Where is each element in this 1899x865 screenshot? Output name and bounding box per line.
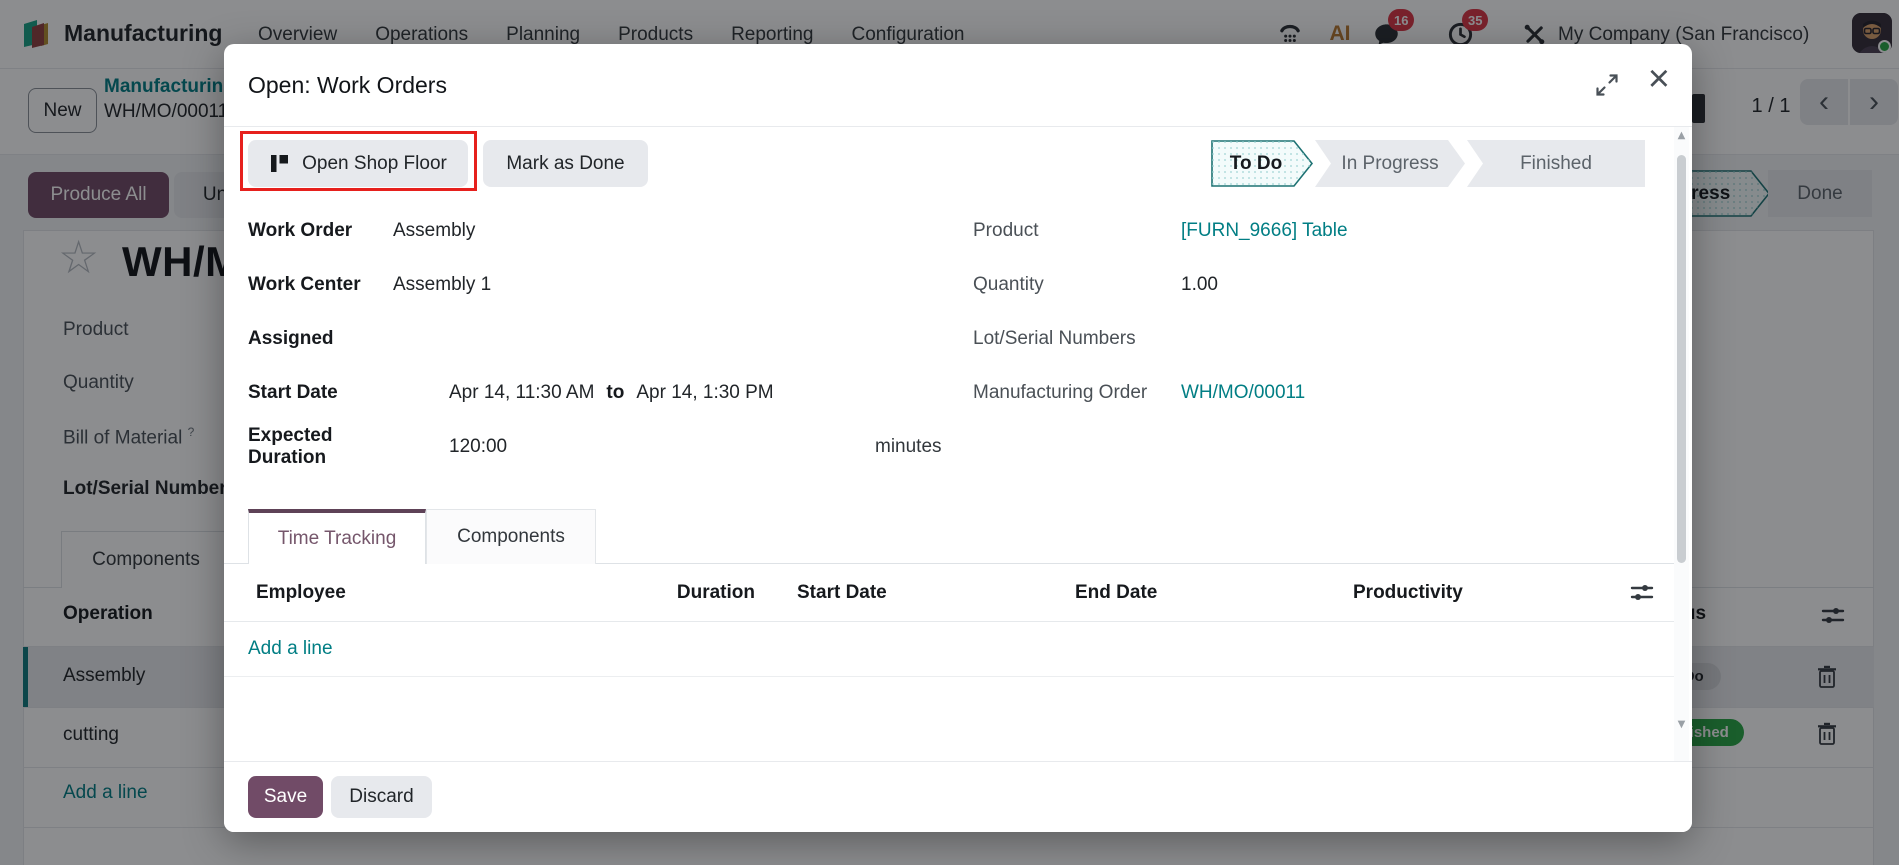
bg-cell-cutting[interactable]: cutting bbox=[63, 724, 119, 745]
field-work-order: Work Order Assembly bbox=[248, 220, 476, 241]
dialog-title: Open: Work Orders bbox=[248, 72, 447, 98]
col-duration[interactable]: Duration bbox=[676, 582, 755, 603]
work-orders-dialog: Open: Work Orders × Open Shop Floor Mark… bbox=[224, 44, 1692, 832]
dialog-scrollbar[interactable]: ▲ ▼ bbox=[1674, 127, 1689, 761]
app-brand[interactable]: Manufacturing bbox=[20, 17, 222, 49]
bg-cell-assembly[interactable]: Assembly bbox=[63, 665, 146, 686]
status-arrow-shape bbox=[1211, 140, 1314, 187]
time-tracking-table-header: Employee Duration Start Date End Date Pr… bbox=[224, 564, 1675, 622]
bg-label-lot-serial: Lot/Serial Numbers bbox=[63, 478, 238, 499]
table-add-row: Add a line bbox=[224, 622, 1675, 677]
field-quantity: Quantity 1.00 bbox=[973, 274, 1218, 295]
bg-label-product: Product bbox=[63, 319, 129, 340]
chevron-left-icon: ‹ bbox=[1819, 85, 1829, 118]
optional-columns-icon[interactable] bbox=[1629, 564, 1655, 622]
date-from[interactable]: Apr 14, 11:30 AM bbox=[449, 382, 595, 403]
pager-next-button[interactable]: › bbox=[1850, 79, 1898, 125]
manufacturing-order-link[interactable]: WH/MO/00011 bbox=[1181, 382, 1306, 403]
field-assigned: Assigned bbox=[248, 328, 334, 349]
product-link[interactable]: [FURN_9666] Table bbox=[1181, 220, 1348, 241]
menu-products[interactable]: Products bbox=[618, 23, 694, 45]
work-center-value[interactable]: Assembly 1 bbox=[393, 274, 492, 295]
quantity-value[interactable]: 1.00 bbox=[1181, 274, 1218, 295]
start-date-range[interactable]: Apr 14, 11:30 AM to Apr 14, 1:30 PM bbox=[449, 382, 774, 403]
close-icon[interactable]: × bbox=[1647, 58, 1670, 100]
menu-reporting[interactable]: Reporting bbox=[731, 23, 814, 45]
field-product: Product [FURN_9666] Table bbox=[973, 220, 1348, 241]
status-bar: To Do In Progress Finished bbox=[1211, 140, 1645, 187]
notebook-tabs: Time Tracking Components bbox=[224, 509, 1675, 564]
scroll-down-icon[interactable]: ▼ bbox=[1677, 719, 1686, 730]
tools-icon[interactable] bbox=[1520, 20, 1548, 48]
bg-label-quantity: Quantity bbox=[63, 372, 134, 393]
gear-icon[interactable] bbox=[1692, 94, 1705, 123]
bg-label-bom: Bill of Material ? bbox=[63, 425, 195, 449]
scroll-up-icon[interactable]: ▲ bbox=[1677, 130, 1686, 141]
app-name: Manufacturing bbox=[64, 19, 223, 46]
expand-icon[interactable] bbox=[1594, 72, 1620, 103]
field-start-date: Start Date Apr 14, 11:30 AM to Apr 14, 1:3… bbox=[248, 382, 774, 403]
status-in-progress[interactable]: In Progress bbox=[1315, 140, 1465, 187]
status-finished[interactable]: Finished bbox=[1467, 140, 1645, 187]
col-employee[interactable]: Employee bbox=[256, 582, 346, 603]
messages-icon[interactable]: 16 bbox=[1372, 9, 1415, 48]
manufacturing-app-icon bbox=[24, 20, 48, 48]
menu-planning[interactable]: Planning bbox=[506, 23, 581, 45]
pager-count: 1 / 1 bbox=[1751, 95, 1791, 117]
bg-col-operation[interactable]: Operation bbox=[63, 603, 153, 624]
shop-floor-icon bbox=[271, 155, 289, 172]
col-start-date[interactable]: Start Date bbox=[797, 582, 887, 603]
col-end-date[interactable]: End Date bbox=[1075, 582, 1158, 603]
online-status-dot bbox=[1878, 40, 1891, 53]
field-work-center: Work Center Assembly 1 bbox=[248, 274, 492, 295]
status-todo[interactable]: To Do bbox=[1211, 140, 1314, 187]
work-order-value[interactable]: Assembly bbox=[393, 220, 476, 241]
menu-overview[interactable]: Overview bbox=[258, 23, 338, 45]
messages-badge: 16 bbox=[1388, 9, 1415, 31]
date-to[interactable]: Apr 14, 1:30 PM bbox=[636, 382, 774, 403]
fields-right-column: Product [FURN_9666] Table Quantity 1.00 … bbox=[973, 204, 1663, 420]
ai-icon[interactable]: AI bbox=[1329, 22, 1351, 45]
bg-row-selected-bar bbox=[23, 647, 28, 707]
bg-add-a-line-link[interactable]: Add a line bbox=[63, 782, 148, 803]
menu-operations[interactable]: Operations bbox=[375, 23, 469, 45]
main-menu: Overview Operations Planning Products Re… bbox=[256, 0, 967, 69]
fields-left-column: Work Order Assembly Work Center Assembly… bbox=[248, 204, 942, 474]
delete-row-icon[interactable] bbox=[1816, 722, 1838, 746]
mark-as-done-button[interactable]: Mark as Done bbox=[483, 140, 648, 187]
activities-badge: 35 bbox=[1462, 9, 1489, 31]
pager-prev-button[interactable]: ‹ bbox=[1800, 79, 1848, 125]
dialog-header: Open: Work Orders × bbox=[224, 44, 1692, 127]
breadcrumb-app-link[interactable]: Manufacturing bbox=[104, 76, 235, 97]
voip-phone-icon[interactable] bbox=[1276, 20, 1304, 48]
expected-duration-value[interactable]: 120:00 bbox=[449, 436, 508, 457]
produce-all-button[interactable]: Produce All bbox=[28, 172, 169, 218]
field-expected-duration: Expected Duration 120:00 minutes bbox=[248, 425, 942, 468]
delete-row-icon[interactable] bbox=[1816, 665, 1838, 689]
menu-configuration[interactable]: Configuration bbox=[851, 23, 965, 45]
open-shop-floor-button[interactable]: Open Shop Floor bbox=[248, 140, 468, 187]
scrollbar-thumb[interactable] bbox=[1677, 155, 1686, 563]
breadcrumb-record: WH/MO/00011 bbox=[104, 101, 229, 122]
tab-components[interactable]: Components bbox=[426, 509, 596, 564]
save-button[interactable]: Save bbox=[248, 776, 323, 818]
dialog-footer: Save Discard bbox=[224, 761, 1692, 832]
company-name[interactable]: My Company (San Francisco) bbox=[1558, 23, 1810, 45]
col-productivity[interactable]: Productivity bbox=[1353, 582, 1463, 603]
chevron-right-icon: › bbox=[1869, 85, 1879, 118]
discard-button[interactable]: Discard bbox=[331, 776, 432, 818]
field-manufacturing-order: Manufacturing Order WH/MO/00011 bbox=[973, 382, 1306, 403]
field-lot-serial: Lot/Serial Numbers bbox=[973, 328, 1136, 349]
add-a-line-link[interactable]: Add a line bbox=[248, 638, 333, 659]
bg-statusbar-done[interactable]: Done bbox=[1768, 170, 1872, 217]
new-button[interactable]: New bbox=[28, 88, 97, 133]
pager: ‹ › bbox=[1800, 79, 1898, 125]
bg-optional-columns-icon[interactable] bbox=[1820, 604, 1846, 633]
bg-tab-components[interactable]: Components bbox=[61, 531, 231, 588]
help-icon[interactable]: ? bbox=[187, 425, 195, 439]
tab-time-tracking[interactable]: Time Tracking bbox=[248, 509, 426, 564]
favorite-star-icon[interactable]: ☆ bbox=[58, 230, 100, 284]
duration-unit: minutes bbox=[875, 436, 942, 457]
